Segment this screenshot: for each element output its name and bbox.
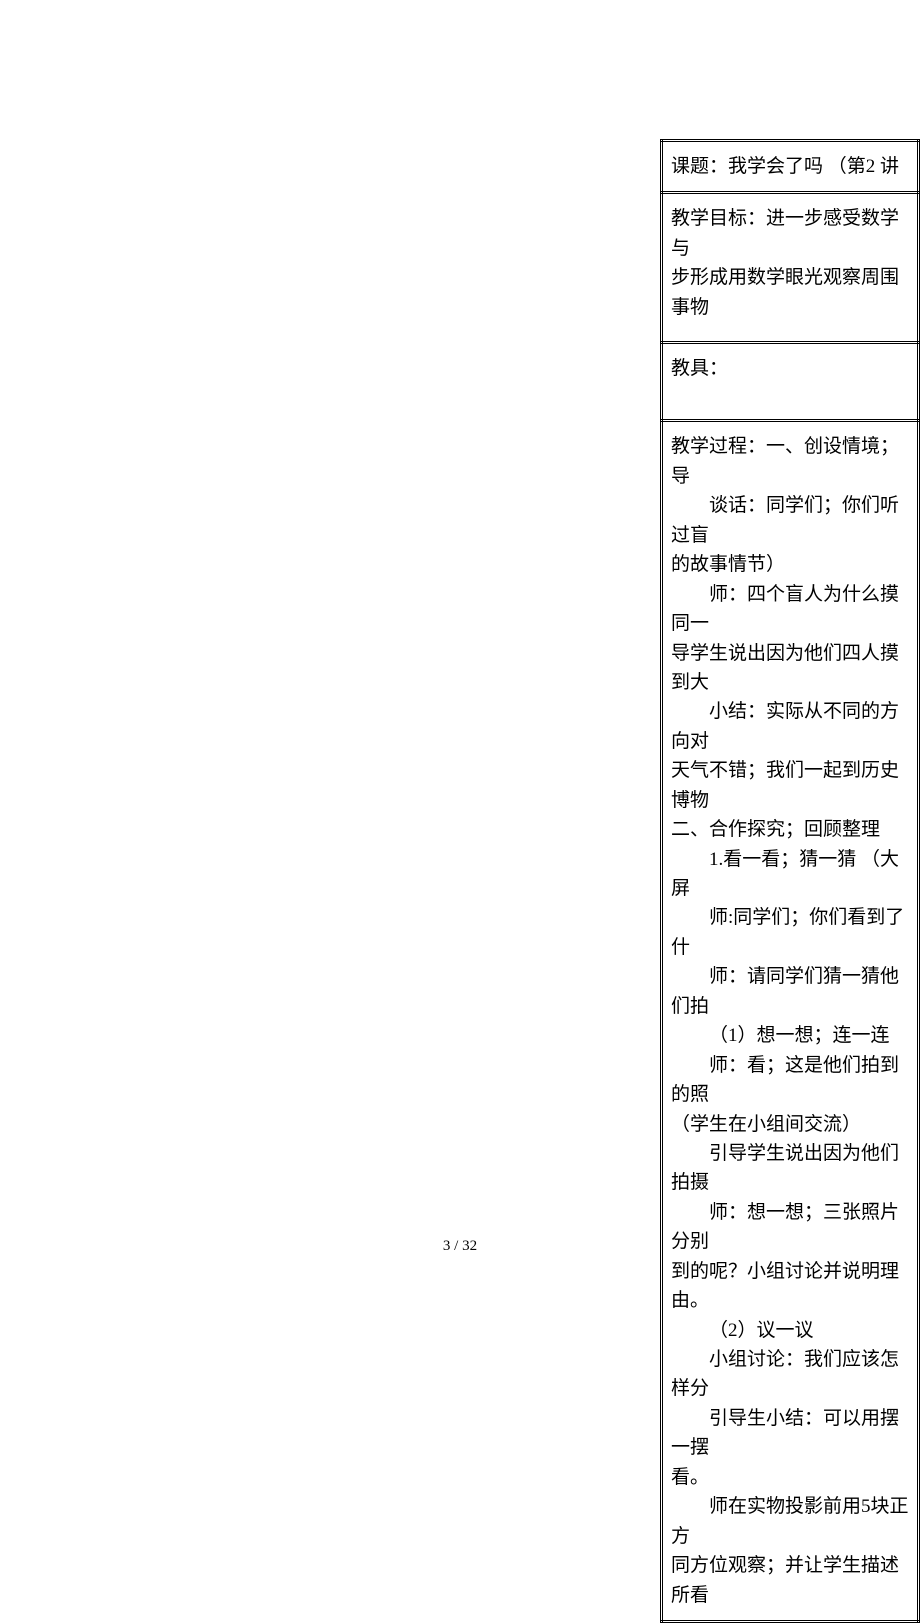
p1a: 谈话：同学们；你们听过盲 bbox=[671, 491, 909, 550]
sec2-title: 二、合作探究；回顾整理 bbox=[671, 815, 909, 844]
s2-l5: 师：看；这是他们拍到的照 bbox=[671, 1051, 909, 1110]
cell-process: 教学过程：一、创设情境；导 谈话：同学们；你们听过盲 的故事情节） 师：四个盲人… bbox=[662, 421, 919, 1622]
cell-goal: 教学目标：进一步感受数学与 步形成用数学眼光观察周围事物 bbox=[662, 193, 919, 343]
cell-title: 课题：我学会了吗 （第2 讲 bbox=[662, 141, 919, 193]
label-goal: 教学目标： bbox=[671, 208, 766, 229]
s2-l13a: 师在实物投影前用5块正方 bbox=[671, 1492, 909, 1551]
s2-l12: 看。 bbox=[671, 1463, 909, 1492]
s2-l11: 引导生小结：可以用摆一摆 bbox=[671, 1404, 909, 1463]
s2-l2: 师:同学们；你们看到了什 bbox=[671, 903, 909, 962]
cell-tool: 教具： bbox=[662, 343, 919, 421]
p2b: 导学生说出因为他们四人摸到大 bbox=[671, 639, 909, 698]
s2-l8b: 到的呢？小组讨论并说明理由。 bbox=[671, 1257, 909, 1316]
goal-line2: 步形成用数学眼光观察周围事物 bbox=[671, 263, 909, 322]
p3b: 天气不错；我们一起到历史博物 bbox=[671, 756, 909, 815]
label-tool: 教具： bbox=[671, 358, 728, 379]
s2-l7: 引导学生说出因为他们拍摄 bbox=[671, 1139, 909, 1198]
label-title: 课题： bbox=[671, 156, 728, 177]
s2-l1: 1.看一看；猜一猜 （大屏 bbox=[671, 845, 909, 904]
label-process: 教学过程： bbox=[671, 436, 766, 457]
p2a: 师：四个盲人为什么摸同一 bbox=[671, 580, 909, 639]
s2-l13b: 同方位观察；并让学生描述所看 bbox=[671, 1551, 909, 1610]
text-title: 我学会了吗 （第2 讲 bbox=[728, 156, 899, 177]
lesson-table: 课题：我学会了吗 （第2 讲 教学目标：进一步感受数学与 步形成用数学眼光观察周… bbox=[660, 139, 920, 1623]
s2-l6: （学生在小组间交流） bbox=[671, 1110, 909, 1139]
s2-l4: （1）想一想；连一连 bbox=[671, 1021, 909, 1050]
s2-l3: 师：请同学们猜一猜他们拍 bbox=[671, 962, 909, 1021]
p1b: 的故事情节） bbox=[671, 550, 909, 579]
page-footer: 3 / 32 bbox=[0, 1238, 920, 1255]
page: 课题：我学会了吗 （第2 讲 教学目标：进一步感受数学与 步形成用数学眼光观察周… bbox=[0, 0, 920, 1302]
s2-l9: （2）议一议 bbox=[671, 1316, 909, 1345]
s2-l10: 小组讨论：我们应该怎样分 bbox=[671, 1345, 909, 1404]
p3a: 小结：实际从不同的方向对 bbox=[671, 697, 909, 756]
